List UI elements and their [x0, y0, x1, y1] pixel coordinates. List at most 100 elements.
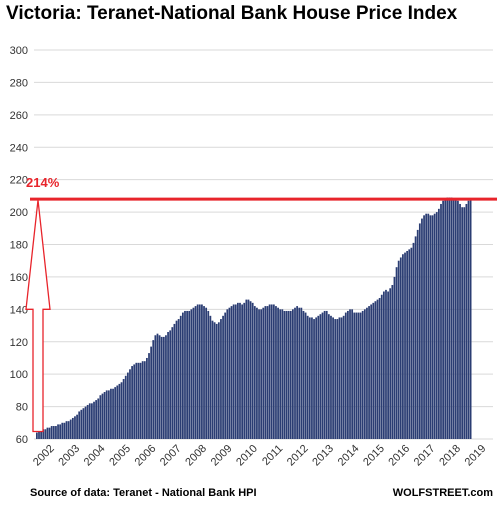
bar-22: [82, 408, 85, 439]
bar-101: [249, 301, 252, 439]
bar-27: [93, 401, 95, 439]
bar-195: [448, 197, 451, 439]
bar-165: [385, 289, 387, 439]
growth-label: 214%: [26, 175, 60, 190]
bar-65: [173, 323, 176, 439]
bar-160: [374, 301, 377, 439]
bar-164: [382, 291, 385, 439]
bar-148: [349, 309, 351, 439]
bar-33: [105, 390, 108, 440]
bar-178: [412, 242, 415, 439]
bar-71: [186, 310, 188, 439]
bar-168: [391, 285, 394, 439]
x-tick-2012: 2012: [285, 443, 311, 469]
bar-54: [150, 346, 153, 439]
annotation-layer: 214%: [25, 175, 497, 433]
bar-157: [368, 306, 370, 439]
bar-107: [262, 307, 265, 439]
bar-169: [393, 276, 396, 439]
bar-111: [270, 304, 273, 439]
bar-186: [429, 215, 432, 439]
bar-119: [287, 310, 290, 439]
bar-153: [359, 312, 362, 439]
bar-50: [141, 361, 144, 439]
bar-15: [67, 421, 70, 439]
bar-104: [256, 307, 258, 439]
bar-68: [179, 315, 182, 439]
bar-31: [101, 393, 104, 439]
bar-142: [336, 319, 339, 439]
bar-173: [402, 254, 404, 439]
bar-152: [357, 312, 360, 439]
bar-77: [198, 304, 201, 439]
bar-35: [110, 388, 112, 439]
bar-202: [463, 207, 466, 439]
bar-100: [247, 299, 250, 439]
bar-102: [251, 302, 254, 439]
bar-99: [245, 299, 248, 439]
bar-171: [397, 260, 400, 439]
x-tick-2010: 2010: [234, 443, 260, 469]
bar-13: [63, 422, 66, 439]
bar-4: [44, 429, 47, 439]
bar-134: [319, 314, 322, 439]
bar-23: [84, 406, 87, 439]
bar-9: [55, 426, 57, 439]
bar-121: [292, 309, 294, 439]
bar-32: [103, 392, 106, 439]
bar-115: [279, 309, 282, 439]
bar-193: [444, 199, 447, 439]
x-tick-2015: 2015: [361, 443, 387, 469]
x-tick-2008: 2008: [183, 443, 209, 469]
bar-120: [289, 310, 292, 439]
x-tick-2016: 2016: [386, 443, 412, 469]
bar-83: [211, 320, 214, 439]
bar-131: [313, 319, 315, 439]
y-tick-100: 100: [10, 369, 28, 381]
bar-46: [133, 364, 136, 439]
bar-55: [152, 340, 155, 439]
bar-26: [91, 403, 93, 439]
bar-136: [323, 310, 326, 439]
bar-204: [467, 200, 470, 439]
bar-2: [40, 430, 42, 439]
bar-114: [277, 307, 279, 439]
bar-12: [61, 422, 64, 439]
bar-92: [230, 306, 233, 439]
bar-166: [387, 291, 389, 439]
bar-182: [421, 218, 423, 439]
bar-97: [241, 304, 243, 439]
y-tick-300: 300: [10, 45, 28, 57]
growth-arrow: [25, 200, 51, 433]
bar-51: [143, 361, 146, 439]
bar-126: [302, 310, 305, 439]
bar-93: [232, 304, 235, 439]
bar-199: [457, 200, 459, 439]
bar-141: [334, 319, 337, 439]
bar-139: [330, 315, 332, 439]
bar-174: [404, 252, 406, 439]
bar-40: [120, 382, 123, 439]
bar-127: [304, 312, 307, 439]
bar-108: [264, 306, 267, 439]
y-tick-80: 80: [16, 402, 28, 414]
bar-75: [194, 306, 197, 439]
bar-98: [243, 302, 246, 439]
bar-53: [148, 353, 150, 439]
bar-170: [395, 267, 398, 439]
bar-1: [38, 430, 40, 439]
x-tick-2003: 2003: [56, 443, 82, 469]
bar-181: [418, 223, 421, 439]
bar-45: [131, 366, 133, 439]
bar-88: [222, 315, 224, 439]
bar-123: [296, 306, 299, 439]
bar-85: [215, 323, 218, 439]
bar-84: [213, 322, 216, 439]
bar-194: [446, 197, 449, 439]
bar-205: [469, 199, 472, 439]
bar-81: [207, 310, 210, 439]
bar-156: [366, 307, 368, 439]
bar-103: [253, 306, 256, 439]
bar-76: [196, 304, 199, 439]
bar-137: [325, 310, 328, 439]
